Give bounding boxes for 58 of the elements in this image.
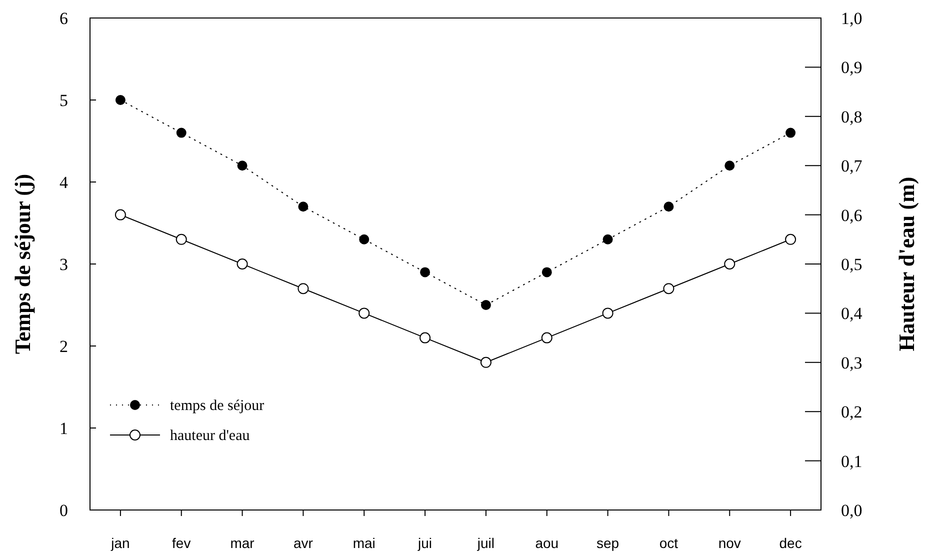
y-axis-title: Temps de séjour (j): [10, 174, 35, 354]
x-tick-label: oct: [659, 535, 678, 551]
y2-axis-title: Hauteur d'eau (m): [894, 176, 919, 352]
point: [724, 160, 735, 171]
point: [420, 332, 431, 344]
y-tick-label: 2: [60, 337, 68, 356]
y2-tick-label: 0,8: [841, 107, 862, 126]
point: [602, 234, 613, 244]
point: [786, 128, 796, 138]
y2-tick-label: 0,3: [841, 353, 862, 372]
point: [176, 128, 186, 138]
point: [664, 202, 674, 212]
y2-tick-label: 0,0: [841, 501, 862, 520]
point: [663, 283, 674, 294]
x-tick-label: mai: [352, 535, 376, 551]
point: [298, 283, 309, 294]
y2-tick-label: 0,2: [841, 402, 862, 422]
point: [176, 234, 187, 245]
x-tick-label: mar: [230, 535, 255, 551]
x-tick-label: dec: [779, 535, 802, 551]
y2-tick-label: 0,7: [841, 156, 863, 176]
y2-tick-label: 0,6: [841, 206, 862, 225]
point: [541, 332, 552, 344]
x-tick-label: avr: [293, 535, 314, 551]
point: [298, 202, 308, 212]
y-tick-label: 4: [60, 173, 68, 192]
x-tick-label: nov: [718, 535, 741, 551]
point: [542, 267, 552, 278]
x-tick-label: sep: [596, 535, 620, 551]
point: [114, 209, 126, 220]
x-tick-label: fev: [172, 535, 191, 551]
y-tick-label: 1: [60, 419, 68, 438]
legend-label: temps de séjour: [170, 398, 264, 414]
point: [359, 234, 370, 244]
x-tick-label: jui: [417, 535, 432, 551]
point: [480, 356, 492, 368]
y-tick-label: 3: [60, 255, 68, 274]
point: [480, 300, 491, 310]
y2-tick-label: 0,5: [841, 255, 862, 274]
x-tick-label: juil: [476, 535, 495, 551]
x-tick-label: jan: [110, 535, 130, 551]
y2-tick-label: 0,9: [841, 58, 862, 78]
point: [785, 234, 796, 245]
point: [420, 267, 430, 278]
point: [358, 308, 370, 319]
y2-tick-label: 0,4: [841, 304, 863, 324]
x-tick-label: aou: [535, 535, 559, 551]
y2-tick-label: 1,0: [841, 9, 862, 28]
legend-label: hauteur d'eau: [170, 428, 250, 444]
y-tick-label: 0: [60, 501, 68, 520]
point: [724, 258, 736, 270]
point: [602, 308, 614, 319]
y2-tick-label: 0,1: [841, 452, 862, 471]
point: [236, 258, 248, 270]
y-tick-label: 6: [60, 9, 68, 28]
y-tick-label: 5: [60, 91, 68, 110]
point: [237, 160, 248, 171]
point: [115, 95, 126, 105]
